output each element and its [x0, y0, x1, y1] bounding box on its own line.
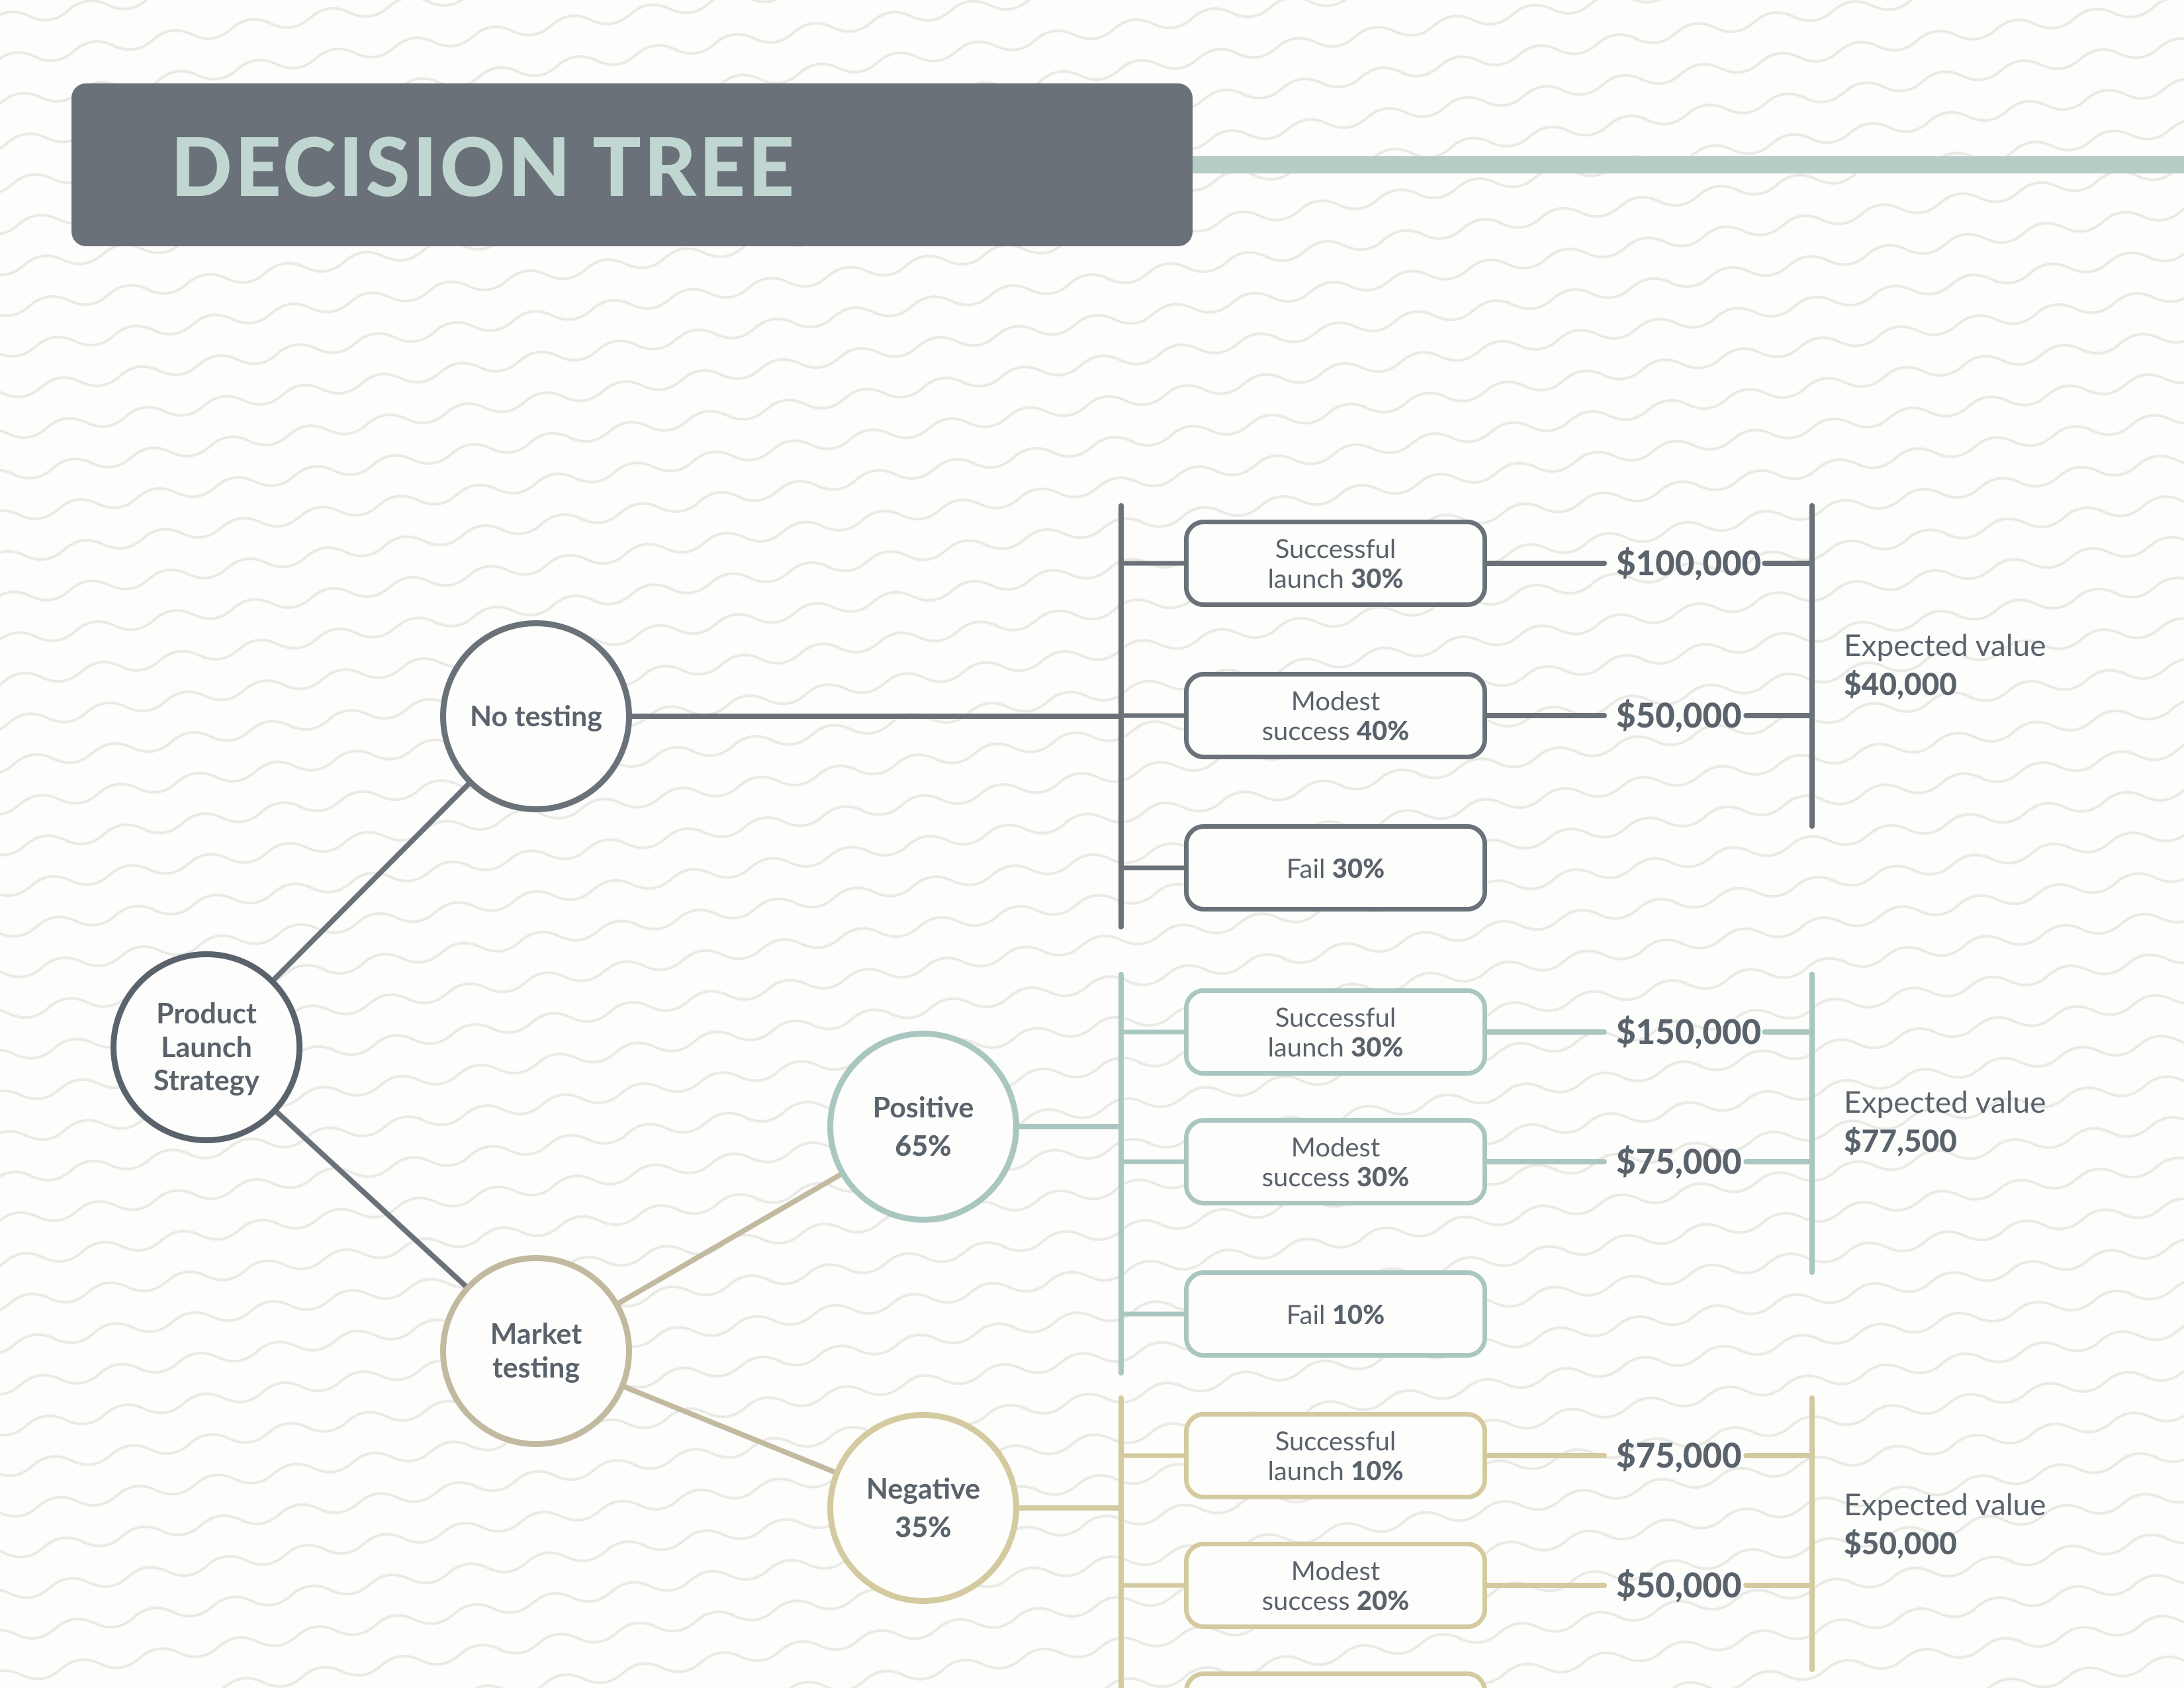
node-positive-label: Positive: [873, 1091, 974, 1125]
expected-value-no_testing-label: Expected value: [1844, 626, 2046, 663]
outcome-negative-1-value: $50,000: [1616, 1564, 1742, 1605]
outcome-no_testing-0-value: $100,000: [1616, 542, 1761, 583]
outcome-positive-1-label: Modestsuccess 30%: [1262, 1132, 1410, 1192]
expected-value-positive: Expected value$77,500: [1844, 1083, 2046, 1158]
node-no_testing-label: No testing: [470, 700, 602, 733]
page-title-text: DECISION TREE: [171, 117, 797, 213]
outcome-negative-0: Successfullaunch 10%: [1184, 1412, 1487, 1499]
outcome-positive-1: Modestsuccess 30%: [1184, 1118, 1487, 1205]
node-negative: Negative 35%: [827, 1412, 1019, 1604]
outcome-positive-0-label: Successfullaunch 30%: [1267, 1002, 1403, 1062]
diagram-stage: DECISION TREE ProductLaunchStrategy No tes…: [0, 0, 2184, 1688]
title-rule: [1093, 156, 2184, 173]
outcome-no_testing-0-label: Successfullaunch 30%: [1267, 534, 1403, 593]
node-negative-pct: 35%: [895, 1510, 951, 1544]
page-title-bar: DECISION TREE: [71, 83, 1193, 246]
outcome-positive-1-value: $75,000: [1616, 1141, 1742, 1181]
expected-value-no_testing-value: $40,000: [1844, 665, 2046, 702]
outcome-positive-2: Fail 10%: [1184, 1270, 1487, 1358]
outcome-positive-0: Successfullaunch 30%: [1184, 988, 1487, 1076]
outcome-negative-0-label: Successfullaunch 10%: [1267, 1426, 1403, 1485]
outcome-negative-1: Modestsuccess 20%: [1184, 1542, 1487, 1629]
outcome-negative-1-label: Modestsuccess 20%: [1262, 1556, 1410, 1615]
node-root-label: ProductLaunchStrategy: [154, 997, 259, 1098]
expected-value-negative: Expected value$50,000: [1844, 1485, 2046, 1561]
expected-value-no_testing: Expected value$40,000: [1844, 626, 2046, 702]
node-root: ProductLaunchStrategy: [111, 951, 302, 1143]
outcome-no_testing-2: Fail 30%: [1184, 824, 1487, 912]
node-market_testing-label: Markettesting: [490, 1317, 582, 1384]
outcome-positive-2-label: Fail 10%: [1287, 1299, 1385, 1329]
expected-value-negative-value: $50,000: [1844, 1524, 2046, 1561]
node-positive-pct: 65%: [895, 1129, 951, 1162]
connector-layer: [0, 0, 2184, 1688]
node-negative-label: Negative: [866, 1472, 980, 1506]
outcome-no_testing-1-label: Modestsuccess 40%: [1262, 686, 1410, 745]
outcome-no_testing-2-label: Fail 30%: [1287, 853, 1385, 883]
expected-value-negative-label: Expected value: [1844, 1485, 2046, 1522]
outcome-positive-0-value: $150,000: [1616, 1011, 1761, 1051]
node-market_testing: Markettesting: [440, 1255, 632, 1447]
outcome-no_testing-1: Modestsuccess 40%: [1184, 672, 1487, 759]
expected-value-positive-value: $77,500: [1844, 1122, 2046, 1158]
outcome-negative-2: Fail 70%: [1184, 1671, 1487, 1688]
node-no_testing: No testing: [440, 620, 632, 812]
node-positive: Positive 65%: [827, 1031, 1019, 1223]
outcome-no_testing-0: Successfullaunch 30%: [1184, 520, 1487, 607]
outcome-negative-0-value: $75,000: [1616, 1434, 1742, 1475]
outcome-no_testing-1-value: $50,000: [1616, 694, 1742, 735]
expected-value-positive-label: Expected value: [1844, 1083, 2046, 1119]
